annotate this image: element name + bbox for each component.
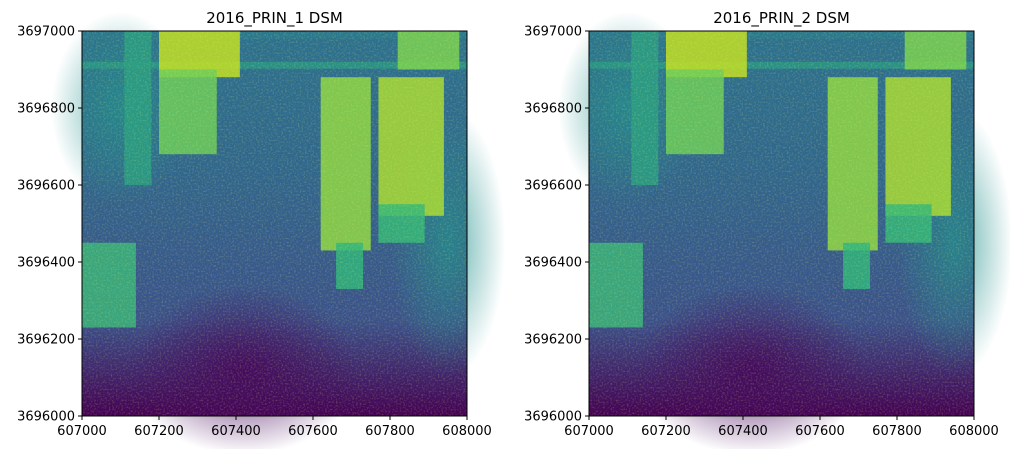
y-tick-label: 3696800 <box>524 102 582 117</box>
x-tick-label: 607000 <box>57 424 107 439</box>
x-tick-label: 608000 <box>442 424 492 439</box>
y-tick-label: 3696000 <box>17 410 75 425</box>
x-tick-label: 607600 <box>795 424 845 439</box>
y-tick-label: 3697000 <box>524 25 582 40</box>
dsm-raster-1 <box>51 11 506 449</box>
y-tick-label: 3696400 <box>17 256 75 271</box>
tree-canopy-texture-2 <box>589 31 974 416</box>
y-tick-label: 3697000 <box>17 25 75 40</box>
dsm-raster-2 <box>558 11 1010 449</box>
x-tick-label: 607200 <box>641 424 691 439</box>
x-tick-label: 607600 <box>288 424 338 439</box>
chart-title-1: 2016_PRIN_1 DSM <box>206 9 343 28</box>
x-tick-label: 607000 <box>564 424 614 439</box>
x-tick-label: 607200 <box>134 424 184 439</box>
y-tick-label: 3696200 <box>524 333 582 348</box>
y-tick-label: 3696200 <box>17 333 75 348</box>
x-tick-label: 607400 <box>718 424 768 439</box>
y-tick-label: 3696000 <box>524 410 582 425</box>
y-tick-label: 3696600 <box>524 179 582 194</box>
y-tick-label: 3696400 <box>524 256 582 271</box>
x-tick-label: 607400 <box>211 424 261 439</box>
tree-canopy-texture-1 <box>82 31 467 416</box>
axes-frame-2 <box>588 30 975 417</box>
chart-title-2: 2016_PRIN_2 DSM <box>713 9 850 28</box>
x-tick-label: 607800 <box>872 424 922 439</box>
y-tick-label: 3696800 <box>17 102 75 117</box>
chart-panel-1: 607000 607200 607400 607600 607800 608000 3696… <box>17 9 506 449</box>
x-tick-label: 608000 <box>949 424 999 439</box>
x-tick-label: 607800 <box>365 424 415 439</box>
y-tick-label: 3696600 <box>17 179 75 194</box>
axes-frame-1 <box>81 30 468 417</box>
chart-panel-2: 607000 607200 607400 607600 607800 608000 3696… <box>524 9 1010 449</box>
